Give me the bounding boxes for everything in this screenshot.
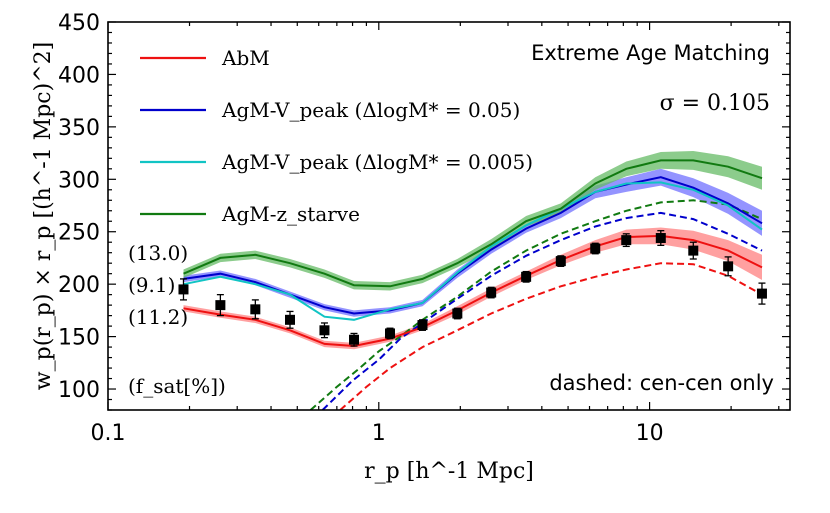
data-point (621, 233, 632, 248)
legend-label: AgM-V_peak (ΔlogM* = 0.005) (221, 150, 533, 174)
plot-background (108, 22, 790, 410)
legend: AbM AgM-V_peak (ΔlogM* = 0.05) AgM-V_peak … (140, 46, 533, 226)
uncertainty-bands (183, 151, 762, 350)
y-tick-label: 250 (58, 221, 100, 246)
data-point (385, 327, 396, 340)
band-3 (183, 151, 762, 291)
data-point (250, 299, 261, 320)
y-tick-label: 300 (58, 168, 100, 193)
y-axis-label: w_p(r_p) × r_p [(h^-1 Mpc)^2] (31, 42, 56, 390)
cen-cen-dashed-lines (309, 199, 763, 410)
y-tick-label: 400 (58, 63, 100, 88)
data-point (723, 256, 734, 277)
x-tick-label: 1 (372, 421, 386, 446)
data-point (590, 242, 601, 255)
axis-tick-labels: 100 150 200 250 300 350 400 450 0.1 1 10 (58, 11, 664, 446)
model-lines (183, 159, 763, 348)
data-point (319, 322, 330, 339)
fsat-label: (f_sat[%]) (128, 374, 226, 398)
legend-label: AgM-V_peak (ΔlogM* = 0.05) (221, 98, 520, 122)
observed-points (178, 230, 767, 347)
dashed-line-2 (309, 199, 763, 410)
plot-frame (107, 21, 791, 411)
data-point (349, 332, 360, 347)
y-tick-label: 450 (58, 11, 100, 36)
method-annotation: Extreme Age Matching (531, 41, 770, 65)
data-point (521, 270, 532, 283)
x-axis-label: r_p [h^-1 Mpc] (364, 459, 534, 484)
y-tick-label: 200 (58, 273, 100, 298)
data-point (452, 307, 463, 320)
x-tick-label: 10 (636, 421, 664, 446)
series-line-0 (183, 234, 763, 348)
y-tick-label: 350 (58, 116, 100, 141)
fsat-value: (13.0) (128, 241, 188, 265)
data-point (417, 319, 428, 331)
y-tick-label: 100 (58, 378, 100, 403)
sigma-annotation: σ = 0.105 (660, 91, 770, 116)
data-point (178, 278, 189, 301)
y-tick-label: 150 (58, 326, 100, 351)
data-point (688, 241, 699, 260)
dashed-note: dashed: cen-cen only (549, 371, 774, 395)
data-point (756, 282, 767, 305)
dashed-line-0 (339, 262, 763, 410)
band-1 (183, 168, 762, 317)
x-tick-label: 0.1 (91, 421, 126, 446)
data-point (215, 293, 226, 317)
series-line-3 (183, 159, 763, 288)
data-point (655, 230, 666, 247)
fsat-value: (11.2) (128, 305, 188, 329)
data-point (486, 286, 497, 299)
dashed-line-1 (321, 211, 763, 410)
data-point (285, 310, 296, 329)
series-line-2 (183, 181, 763, 321)
fsat-values: (13.0) (9.1) (11.2) (128, 241, 188, 329)
data-point (555, 255, 566, 267)
legend-label: AbM (221, 46, 270, 70)
fsat-value: (9.1) (128, 273, 175, 297)
legend-label: AgM-z_starve (221, 202, 360, 226)
band-0 (183, 227, 762, 350)
